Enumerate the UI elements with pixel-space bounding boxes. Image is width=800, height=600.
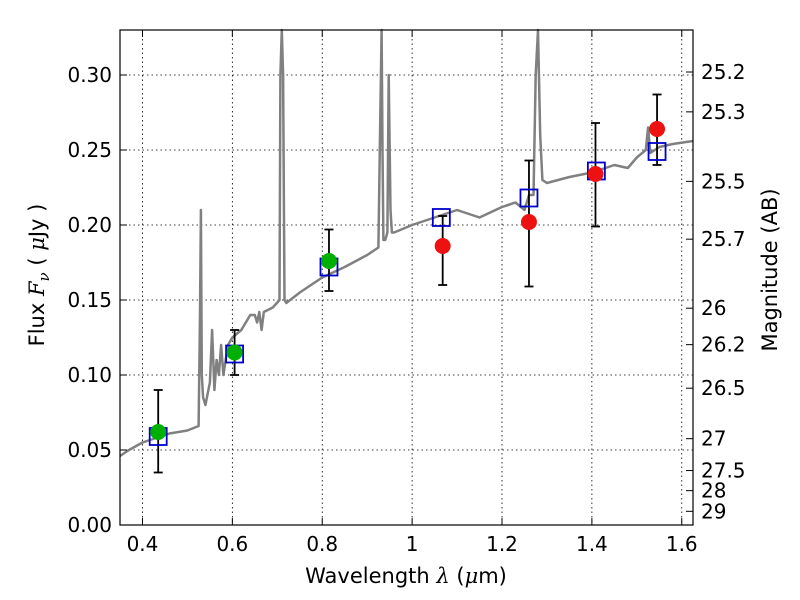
x-axis-label-unit-close: m) <box>478 564 507 588</box>
y-tick-label-1: 0.05 <box>67 438 112 462</box>
x-tick-label-1: 0.6 <box>216 532 248 556</box>
y-axis-label-unit-close: Jy ) <box>25 204 49 240</box>
model-photometry-square-3 <box>431 208 451 227</box>
observed-point-5 <box>587 166 604 182</box>
grid-lines <box>120 30 693 525</box>
observed-point-3 <box>434 238 451 254</box>
x-axis-label: Wavelength λ (μm) <box>305 564 507 588</box>
x-tick-label-4: 1.2 <box>486 532 518 556</box>
x-tick-label-6: 1.6 <box>666 532 698 556</box>
observed-point-4 <box>520 214 537 230</box>
y-axis-label: Flux Fν ( μJy ) <box>25 204 53 347</box>
model-photometry-square-6 <box>647 142 667 161</box>
x-axis-label-main: Wavelength <box>305 564 436 588</box>
magnitude-tick-label-6: 26.5 <box>701 376 746 400</box>
x-axis-ticks: 0.4 0.6 0.8 1 1.2 1.4 1.6 <box>127 30 698 556</box>
observed-point-6 <box>649 121 666 137</box>
model-photometry-square-4 <box>519 188 539 208</box>
x-tick-label-2: 0.8 <box>306 532 338 556</box>
magnitude-axis-label: Magnitude (AB) <box>758 188 782 351</box>
x-tick-label-5: 1.4 <box>576 532 608 556</box>
magnitude-tick-label-10: 29 <box>701 499 726 523</box>
model-photometry-layer <box>148 142 667 446</box>
y-tick-label-6: 0.30 <box>67 63 112 87</box>
magnitude-tick-label-0: 25.2 <box>701 60 746 84</box>
y-axis-ticks: 0.00 0.05 0.10 0.15 0.20 0.25 0.30 <box>67 63 127 537</box>
observed-points-layer <box>150 121 666 440</box>
magnitude-tick-label-4: 26 <box>701 296 726 320</box>
y-tick-label-4: 0.20 <box>67 213 112 237</box>
observed-point-0 <box>150 424 167 440</box>
x-axis-label-unit-open: ( <box>450 564 465 588</box>
magnitude-tick-label-2: 25.5 <box>701 169 746 193</box>
plot-frame <box>119 29 694 526</box>
magnitude-tick-label-7: 27 <box>701 427 726 451</box>
y-tick-label-0: 0.00 <box>67 513 112 537</box>
y-tick-label-5: 0.25 <box>67 138 112 162</box>
model-spectrum-layer <box>119 28 694 458</box>
y-axis-label-mu: μ <box>25 237 49 251</box>
magnitude-tick-label-3: 25.7 <box>701 227 746 251</box>
y-axis-label-subscript: ν <box>35 272 53 281</box>
y-tick-label-2: 0.10 <box>67 363 112 387</box>
magnitude-tick-label-8: 27.5 <box>701 459 746 483</box>
magnitude-tick-label-9: 28 <box>701 479 726 503</box>
y-tick-label-3: 0.15 <box>67 288 112 312</box>
observed-point-1 <box>226 344 243 361</box>
errorbar-layer <box>153 93 662 474</box>
magnitude-tick-label-5: 26.2 <box>701 333 746 357</box>
observed-point-2 <box>320 253 337 269</box>
model-spectrum-line <box>119 28 694 458</box>
y-axis-label-main: Flux <box>25 296 49 346</box>
x-axis-label-mu: μ <box>465 564 479 588</box>
y-axis-label-symbol: F <box>25 280 49 297</box>
x-axis-label-symbol: λ <box>435 564 449 588</box>
x-tick-label-3: 1 <box>406 532 419 556</box>
y-axis-label-unit-open: ( <box>25 251 49 273</box>
magnitude-tick-label-1: 25.3 <box>701 100 746 124</box>
x-tick-label-0: 0.4 <box>127 532 159 556</box>
